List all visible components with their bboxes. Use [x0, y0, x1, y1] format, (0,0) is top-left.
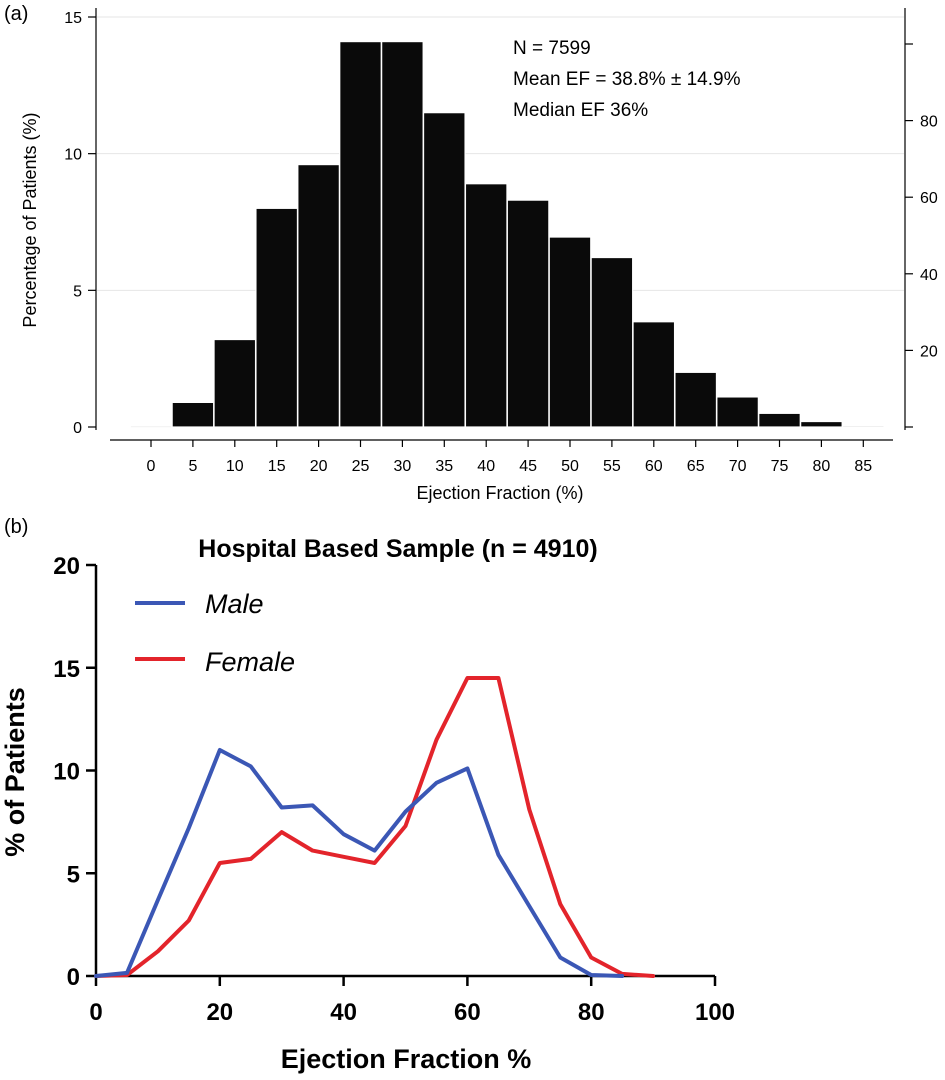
- panel-a-right-ticks: 20 40 60 80: [905, 43, 938, 428]
- histogram-bar: [129, 425, 173, 429]
- histogram-bar: [297, 164, 340, 428]
- panel-a-right-tick-label: 20: [920, 343, 938, 360]
- histogram-bar: [381, 40, 424, 428]
- panel-b-y-axis-title: % of Patients: [0, 687, 30, 857]
- panel-b-y-tick-label: 15: [53, 656, 80, 683]
- panel-a-x-axis-title: Ejection Fraction (%): [416, 483, 583, 503]
- panel-a-x-tick-label: 85: [854, 458, 872, 475]
- histogram-bar: [841, 425, 885, 428]
- panel-a-x-tick-label: 80: [813, 458, 831, 475]
- legend-male-label: Male: [205, 589, 264, 619]
- panel-a-x-tick-label: 50: [561, 458, 579, 475]
- panel-a-x-tick-label: 25: [352, 458, 370, 475]
- panel-b-title: Hospital Based Sample (n = 4910): [198, 535, 597, 563]
- panel-b-x-tick-label: 60: [454, 999, 481, 1026]
- panel-a-x-tick-label: 60: [645, 458, 663, 475]
- panel-a-x-tick-label: 65: [687, 458, 705, 475]
- histogram-bar: [632, 321, 676, 428]
- histogram-bar: [422, 112, 466, 428]
- panel-b-y-tick-label: 0: [67, 964, 80, 991]
- histogram-bar: [674, 371, 718, 428]
- panel-a-x-tick-label: 5: [188, 458, 197, 475]
- histogram-bar: [171, 401, 215, 428]
- histogram-bar: [506, 199, 550, 428]
- histogram-bar: [758, 412, 801, 428]
- panel-a-right-tick-label: 80: [920, 114, 938, 131]
- panel-b-x-tick-label: 80: [578, 999, 605, 1026]
- panel-b-x-tick-label: 100: [695, 999, 735, 1026]
- panel-b-x-tick-label: 20: [206, 999, 233, 1026]
- panel-a-label: (a): [4, 3, 28, 25]
- panel-a-right-tick-label: 60: [920, 190, 938, 207]
- panel-a-x-tick-label: 45: [519, 458, 537, 475]
- panel-b-y-tick-label: 20: [53, 553, 80, 580]
- panel-a-y-tick-label: 0: [73, 420, 82, 437]
- panel-b-x-tick-label: 0: [89, 999, 102, 1026]
- panel-b-series-lines: [94, 676, 656, 978]
- legend-female-label: Female: [205, 647, 295, 677]
- histogram-bar: [590, 256, 634, 428]
- panel-a-y-tick-label: 15: [64, 10, 82, 27]
- panel-a-right-tick-label: 40: [920, 267, 938, 284]
- panel-b-x-tick-label: 40: [330, 999, 357, 1026]
- panel-a-x-tick-label: 75: [771, 458, 789, 475]
- panel-b-label: (b): [4, 516, 28, 538]
- panel-a-y-axis-title: Percentage of Patients (%): [20, 112, 40, 327]
- panel-a-x-tick-label: 70: [729, 458, 747, 475]
- panel-b-y-ticks: 0 5 10 15 20: [53, 553, 96, 991]
- panel-a-bars: [129, 40, 885, 429]
- annotation-mean-ef: Mean EF = 38.8% ± 14.9%: [513, 69, 741, 90]
- panel-a-x-tick-label: 10: [226, 458, 244, 475]
- panel-a-x-tick-label: 20: [310, 458, 328, 475]
- series-line-male: [94, 748, 625, 978]
- histogram-bar: [800, 420, 843, 428]
- panel-a-x-tick-label: 30: [394, 458, 412, 475]
- panel-b-y-tick-label: 5: [67, 861, 80, 888]
- panel-b-y-tick-label: 10: [53, 759, 80, 786]
- histogram-bar: [213, 338, 257, 428]
- annotation-n: N = 7599: [513, 38, 591, 59]
- panel-a-x-tick-label: 15: [268, 458, 286, 475]
- panel-a-x-tick-label: 0: [147, 458, 156, 475]
- annotation-median-ef: Median EF 36%: [513, 100, 648, 121]
- panel-a-y-tick-label: 10: [64, 147, 82, 164]
- panel-a-y-tick-label: 5: [73, 283, 82, 300]
- histogram-bar: [716, 396, 759, 428]
- panel-a-x-tick-label: 40: [477, 458, 495, 475]
- histogram-bar: [548, 236, 592, 428]
- panel-b-x-axis-title: Ejection Fraction %: [281, 1044, 532, 1074]
- series-line-female: [94, 676, 656, 978]
- panel-b-x-ticks: 0 20 40 60 80 100: [89, 976, 735, 1026]
- panel-a-x-tick-label: 35: [435, 458, 453, 475]
- histogram-bar: [255, 207, 299, 428]
- panel-a-x-ticks: 0 5 10 15 20 25 30 35 40 45 50 55 60 65 70 75 80 85: [147, 440, 872, 475]
- panel-a-left-ticks: 0 5 10 15: [64, 10, 96, 437]
- histogram-bar: [339, 40, 382, 428]
- histogram-bar: [464, 183, 508, 428]
- panel-a-x-tick-label: 55: [603, 458, 621, 475]
